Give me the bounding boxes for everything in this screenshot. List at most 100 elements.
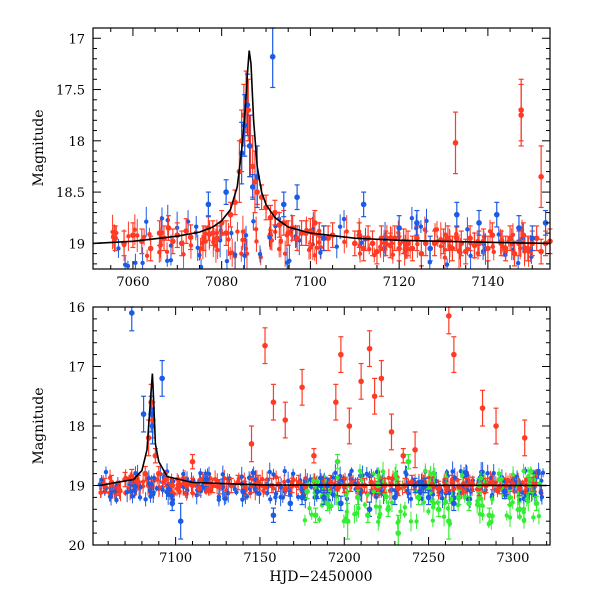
red-filler-point	[135, 233, 140, 238]
blue-filler-point	[116, 246, 121, 251]
green-filler-point	[441, 514, 447, 519]
green-filler-point	[394, 476, 400, 482]
blue-filler-point	[220, 472, 226, 477]
red-data-point	[449, 479, 455, 486]
top-y-axis-label: Magnitude	[31, 109, 47, 186]
green-data-point	[415, 494, 422, 501]
red-data-point	[189, 482, 196, 489]
blue-data-point	[203, 476, 209, 483]
blue-filler-point	[360, 473, 365, 478]
green-filler-point	[362, 502, 368, 507]
blue-filler-point	[334, 244, 339, 249]
red-data-point	[209, 230, 216, 236]
bottom-panel: 7100 7150 7200 7250 7300 16 17 18 19 20 Magnitude…	[31, 301, 551, 585]
blue-filler-point	[480, 469, 485, 475]
green-filler-point	[510, 500, 515, 505]
blue-filler-point	[108, 494, 114, 499]
red-data-point	[189, 458, 196, 465]
green-filler-point	[428, 471, 433, 477]
red-data-point	[414, 235, 420, 242]
green-filler-point	[389, 500, 395, 505]
blue-data-point	[451, 500, 457, 507]
red-filler-point	[253, 227, 259, 232]
blue-filler-point	[239, 474, 244, 479]
red-data-point	[533, 235, 540, 242]
blue-filler-point	[140, 260, 145, 266]
red-data-point	[282, 417, 289, 423]
green-filler-point	[334, 494, 339, 499]
blue-data-point	[529, 235, 536, 242]
blue-data-point	[159, 375, 165, 382]
blue-filler-point	[159, 216, 165, 221]
bottom-model-curve	[99, 373, 547, 487]
red-data-point	[128, 473, 135, 480]
red-data-point	[454, 235, 460, 242]
x-tick-label: 7100	[294, 275, 327, 290]
x-tick-label: 7300	[496, 551, 529, 566]
green-filler-point	[402, 505, 408, 510]
blue-filler-point	[124, 490, 130, 495]
blue-data-point	[414, 220, 420, 226]
green-filler-point	[314, 479, 320, 484]
red-data-point	[493, 423, 499, 429]
green-data-point	[486, 512, 493, 519]
red-data-point	[252, 179, 258, 185]
red-data-point	[196, 485, 203, 492]
green-filler-point	[521, 510, 526, 515]
blue-filler-point	[447, 490, 452, 496]
green-data-point	[312, 512, 319, 519]
blue-data-point	[321, 494, 327, 501]
red-data-point	[396, 245, 402, 252]
green-filler-point	[352, 511, 357, 517]
x-tick-label: 7060	[116, 275, 149, 290]
green-filler-point	[460, 473, 465, 478]
red-data-point	[135, 479, 142, 486]
red-data-point	[358, 378, 364, 385]
blue-filler-point	[273, 491, 279, 497]
blue-filler-point	[251, 470, 256, 476]
green-filler-point	[344, 492, 349, 497]
red-filler-point	[228, 251, 233, 256]
blue-filler-point	[257, 491, 262, 497]
blue-data-point	[246, 143, 253, 149]
red-filler-point	[132, 227, 138, 232]
green-data-point	[466, 500, 472, 507]
blue-filler-point	[133, 260, 138, 266]
blue-filler-point	[408, 496, 414, 502]
green-filler-point	[302, 518, 308, 523]
green-filler-point	[486, 521, 492, 527]
blue-data-point	[501, 488, 508, 495]
blue-filler-point	[450, 469, 455, 474]
green-filler-point	[373, 504, 379, 509]
blue-filler-point	[444, 470, 450, 475]
blue-filler-point	[138, 484, 143, 490]
y-tick-label: 17.5	[56, 84, 85, 99]
blue-filler-point	[340, 478, 345, 483]
blue-filler-point	[540, 470, 546, 476]
red-data-point	[267, 214, 274, 221]
x-axis-label: HJD−2450000	[269, 569, 372, 585]
red-data-point	[378, 375, 385, 382]
x-tick-label: 7140	[471, 275, 504, 290]
green-filler-point	[327, 505, 332, 510]
red-filler-point	[240, 237, 245, 243]
blue-filler-point	[216, 497, 222, 502]
red-data-point	[511, 250, 518, 257]
red-data-point	[521, 435, 528, 441]
top-plot-frame	[92, 27, 551, 270]
blue-filler-point	[496, 232, 501, 237]
blue-filler-point	[424, 218, 429, 224]
blue-filler-point	[232, 252, 238, 257]
red-data-point	[525, 245, 531, 252]
green-data-point	[304, 488, 310, 495]
red-filler-point	[344, 229, 349, 234]
red-data-point	[270, 399, 277, 406]
blue-filler-point	[103, 469, 109, 475]
red-data-point	[387, 242, 394, 249]
green-filler-point	[536, 513, 542, 519]
blue-filler-point	[414, 225, 419, 231]
red-data-point	[368, 479, 375, 486]
blue-filler-point	[538, 490, 543, 495]
red-data-point	[412, 447, 418, 453]
blue-filler-point	[242, 253, 247, 258]
